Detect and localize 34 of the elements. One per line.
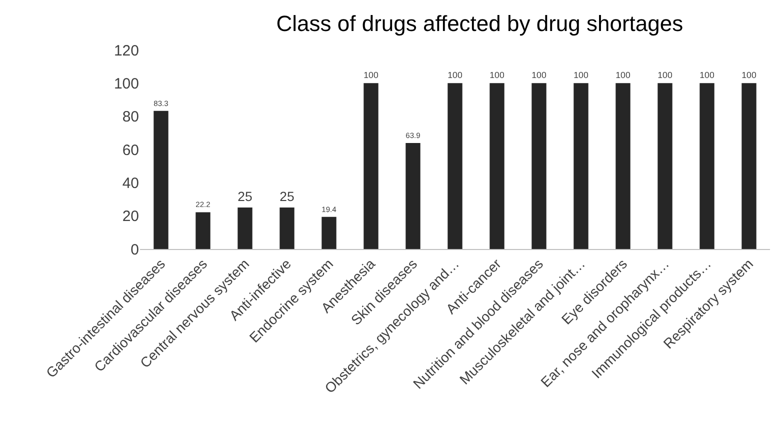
bar [490,83,504,249]
chart-title: Class of drugs affected by drug shortages [276,10,684,36]
data-label: 100 [364,70,378,80]
bar [700,83,714,249]
data-label: 25 [280,189,294,204]
data-label: 100 [448,70,462,80]
data-label: 25 [238,189,252,204]
data-label: 100 [490,70,504,80]
data-label: 100 [700,70,714,80]
y-tick-label: 60 [122,142,139,159]
bar [196,212,210,249]
data-label: 100 [658,70,672,80]
bar [280,208,294,249]
bar [154,110,168,249]
y-tick-label: 20 [122,208,139,226]
bar [448,83,462,249]
bar [616,83,630,249]
bar [742,83,756,249]
bar [406,143,420,249]
bar [364,83,378,249]
bar [574,83,588,249]
y-tick-label: 120 [114,42,139,60]
y-tick-label: 40 [122,174,139,192]
y-tick-label: 100 [114,75,139,92]
bar [238,208,252,249]
bar [532,83,546,249]
data-label: 100 [742,70,756,80]
data-label: 100 [616,70,630,80]
bar [658,83,672,249]
bar [322,216,336,249]
y-tick-label: 80 [122,108,139,126]
data-label: 100 [574,70,588,80]
data-label: 100 [532,70,546,80]
y-tick-label: 0 [130,241,139,258]
